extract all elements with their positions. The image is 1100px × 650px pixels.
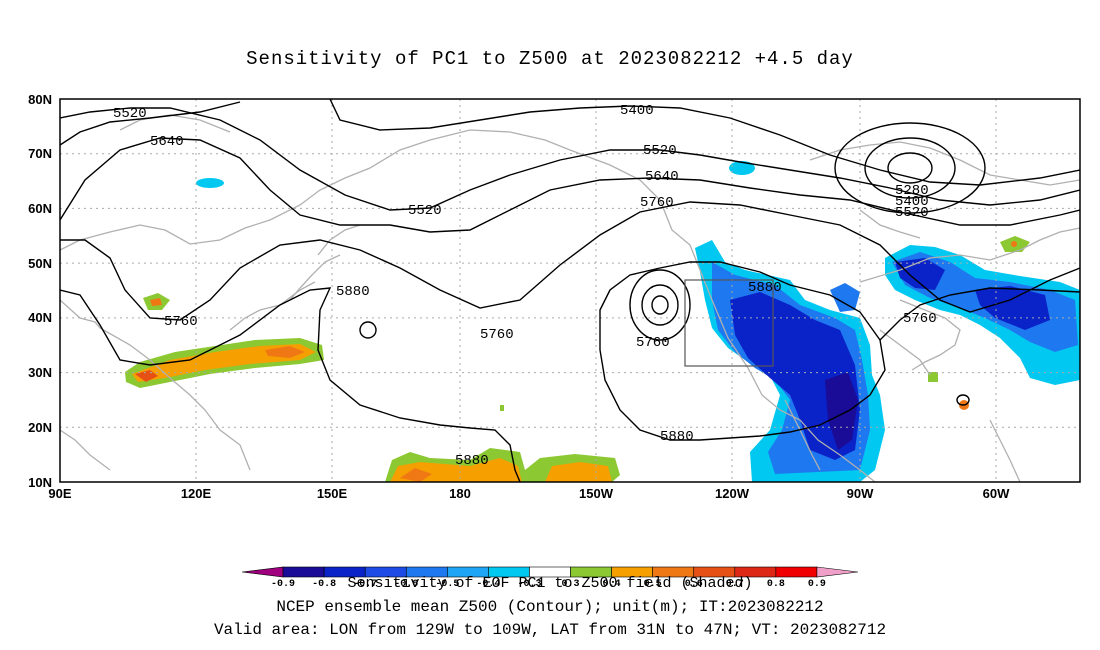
lat-tick-label: 60N — [28, 201, 52, 216]
colorbar-tick-label: 0.3 — [562, 579, 580, 590]
contour-label: 5520 — [408, 203, 442, 219]
colorbar-tick-label: -0.7 — [353, 579, 377, 590]
shade-positive-wpac-peak2 — [135, 370, 158, 382]
colorbar-tick-label: 0.9 — [808, 579, 826, 590]
shade-negative-ne-core2 — [975, 286, 1050, 330]
colorbar-swatch — [816, 566, 859, 578]
shade-negative-na-peak — [825, 372, 858, 450]
lat-tick-label: 50N — [28, 256, 52, 271]
colorbar-tick-label: 0.7 — [726, 579, 744, 590]
contour-label: 5760 — [903, 311, 937, 327]
lat-tick-label: 40N — [28, 310, 52, 325]
contour-label: 5760 — [164, 314, 198, 330]
shade-negative-ne-core — [895, 258, 945, 290]
contour-label: 5760 — [480, 327, 514, 343]
lon-tick-label: 90E — [48, 486, 71, 501]
shade-negative-na-core — [730, 292, 860, 460]
lat-tick-label: 80N — [28, 92, 52, 107]
shade-negative-na-2 — [830, 283, 860, 312]
caption-contour: NCEP ensemble mean Z500 (Contour); unit(… — [276, 598, 824, 616]
contour-label: 5280 — [895, 183, 929, 199]
contour-label: 5640 — [645, 169, 679, 185]
shade-positive-cpac-peak — [400, 468, 432, 482]
contour-label: 5880 — [660, 429, 694, 445]
lon-tick-label: 150W — [579, 486, 614, 501]
colorbar: -0.9 -0.8 -0.7 -0.6 -0.5 -0.4 -0.3 0.3 0.4 0.5 0.6… — [241, 566, 859, 590]
lat-tick-label: 10N — [28, 475, 52, 490]
shade-positive-spot1-core — [150, 298, 162, 306]
colorbar-swatches — [241, 566, 859, 578]
colorbar-tick-label: 0.4 — [603, 579, 621, 590]
shade-positive-spot-atl — [928, 372, 938, 382]
contour-label: 5520 — [643, 143, 677, 159]
gridlines — [60, 99, 1080, 482]
caption-shading: Sensitivity of EOF PC1 to Z500 field (Sh… — [347, 575, 753, 592]
shade-positive-cpac-core2 — [545, 462, 612, 482]
lat-axis: 80N 70N 60N 50N 40N 30N 20N 10N — [28, 92, 52, 490]
shade-negative-spot-alaska — [729, 161, 755, 175]
coastlines — [60, 114, 1080, 482]
contour-label-group: 5520 5640 5520 5400 5520 5640 5760 5280 … — [113, 103, 937, 469]
colorbar-tick-label: -0.3 — [517, 579, 541, 590]
colorbar-tick-label: 0.6 — [685, 579, 703, 590]
plot-frame — [59, 98, 1081, 483]
contour-label: 5760 — [636, 335, 670, 351]
lon-tick-label: 120E — [181, 486, 212, 501]
colorbar-tick-label: 0.8 — [767, 579, 785, 590]
lon-tick-label: 120W — [715, 486, 750, 501]
caption-valid-area: Valid area: LON from 129W to 109W, LAT f… — [213, 621, 887, 639]
lon-tick-label: 60W — [983, 486, 1010, 501]
lon-tick-label: 180 — [449, 486, 471, 501]
shade-positive-wpac-peak — [265, 346, 305, 358]
colorbar-tick-label: -0.6 — [394, 579, 418, 590]
valid-area-box — [684, 279, 774, 367]
shade-positive-spot-tiny — [500, 405, 504, 411]
lat-tick-label: 20N — [28, 420, 52, 435]
contour-label: 5520 — [895, 205, 929, 221]
z500-contours — [60, 99, 1080, 482]
colorbar-tick-label: -0.4 — [476, 579, 500, 590]
contour-label: 5400 — [620, 103, 654, 119]
colorbar-tick-label: -0.5 — [435, 579, 459, 590]
shade-negative-spot-nw — [196, 178, 224, 188]
contour-label: 5880 — [336, 284, 370, 300]
colorbar-tick-label: -0.8 — [312, 579, 336, 590]
colorbar-tick-label: -0.9 — [271, 579, 295, 590]
contour-label: 5880 — [455, 453, 489, 469]
contour-label: 5760 — [640, 195, 674, 211]
lat-tick-label: 70N — [28, 146, 52, 161]
shade-positive-spot-ne-core — [1011, 241, 1017, 247]
lon-tick-label: 150E — [317, 486, 348, 501]
lon-axis: 90E 120E 150E 180 150W 120W 90W 60W — [48, 486, 1010, 501]
contour-label: 5520 — [113, 106, 147, 122]
lon-tick-label: 90W — [847, 486, 874, 501]
contour-label: 5400 — [895, 194, 929, 210]
contour-label: 5640 — [150, 134, 184, 150]
contour-label: 5880 — [748, 280, 782, 296]
sensitivity-shading — [125, 161, 1080, 482]
colorbar-ticks: -0.9 -0.8 -0.7 -0.6 -0.5 -0.4 -0.3 0.3 0.4 0.5 0.6… — [271, 579, 826, 590]
lat-tick-label: 30N — [28, 365, 52, 380]
chart-title: Sensitivity of PC1 to Z500 at 2023082212… — [246, 48, 854, 70]
colorbar-tick-label: 0.5 — [644, 579, 662, 590]
